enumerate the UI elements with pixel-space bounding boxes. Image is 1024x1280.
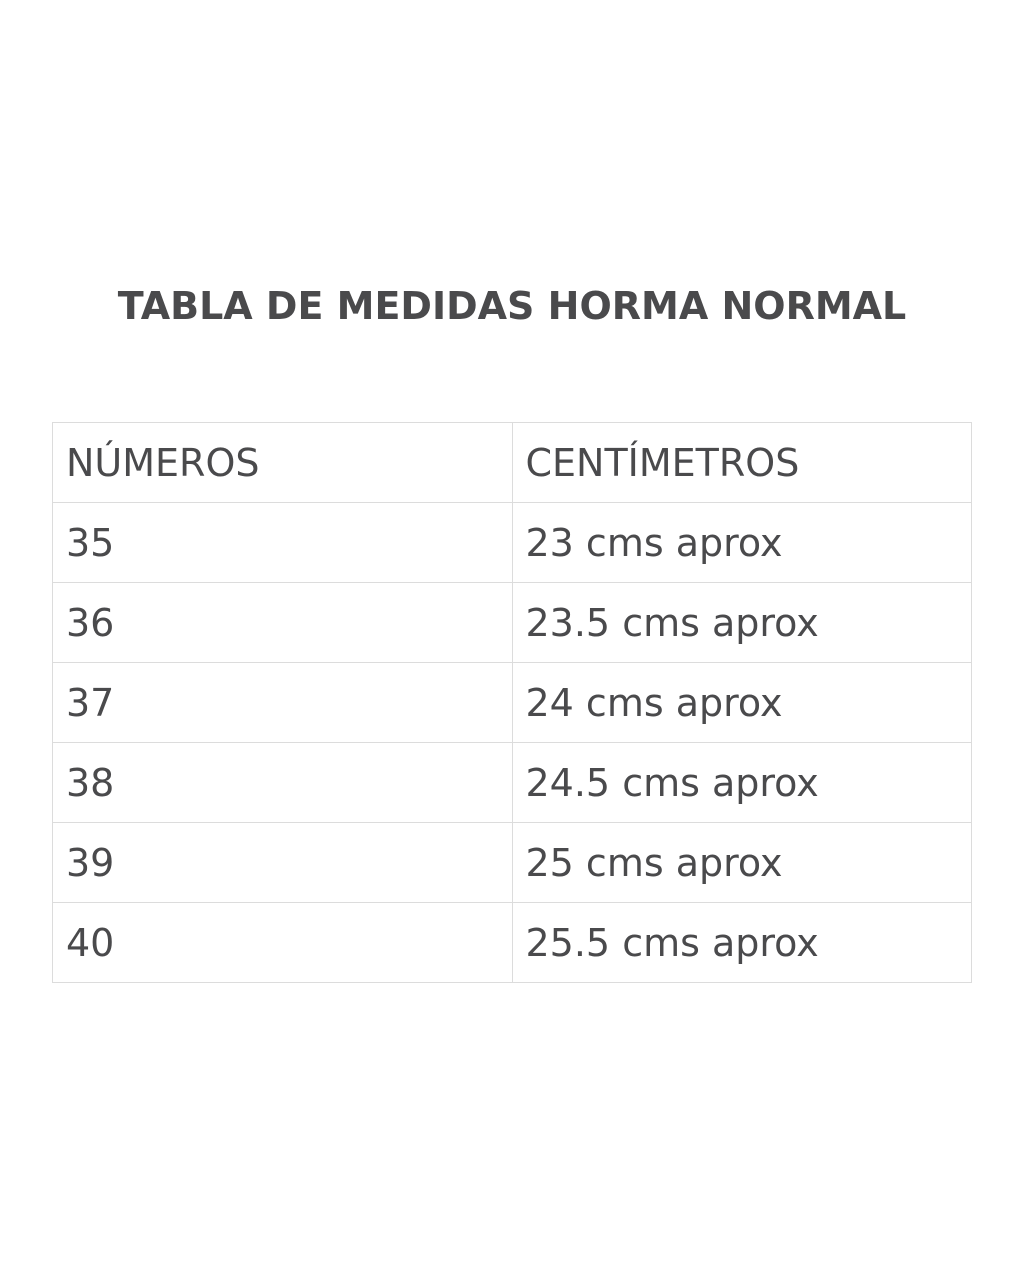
table-body: NÚMEROS CENTÍMETROS 35 23 cms aprox 36 23.5 c… (52, 422, 972, 983)
table-cell: 35 (52, 502, 513, 583)
table-cell: 40 (52, 902, 513, 983)
table-row: 38 24.5 cms aprox (52, 742, 972, 823)
table-cell: 37 (52, 662, 513, 743)
table-row: 37 24 cms aprox (52, 662, 972, 743)
table-cell: NÚMEROS (52, 422, 513, 503)
table-cell: 24.5 cms aprox (511, 742, 972, 823)
table-cell: 25.5 cms aprox (511, 902, 972, 983)
table-cell: 24 cms aprox (511, 662, 972, 743)
table-cell: 25 cms aprox (511, 822, 972, 903)
table-row: 36 23.5 cms aprox (52, 582, 972, 663)
table-row: 39 25 cms aprox (52, 822, 972, 903)
table-cell: 39 (52, 822, 513, 903)
table-cell: CENTÍMETROS (511, 422, 972, 503)
table-row: 40 25.5 cms aprox (52, 902, 972, 983)
size-table: NÚMEROS CENTÍMETROS 35 23 cms aprox 36 23.5 c… (52, 422, 972, 983)
table-cell: 23.5 cms aprox (511, 582, 972, 663)
table-row: 35 23 cms aprox (52, 502, 972, 583)
header-row: NÚMEROS CENTÍMETROS (52, 422, 972, 503)
table-cell: 36 (52, 582, 513, 663)
table-cell: 38 (52, 742, 513, 823)
table-cell: 23 cms aprox (511, 502, 972, 583)
title: TABLA DE MEDIDAS HORMA NORMAL (117, 284, 907, 328)
